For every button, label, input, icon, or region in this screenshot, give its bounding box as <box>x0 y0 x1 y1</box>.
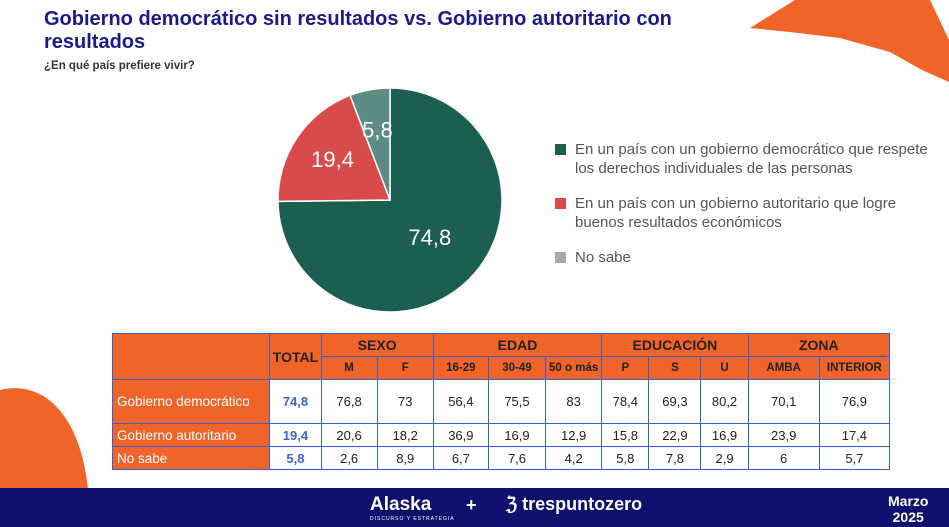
top-right-orange-shape <box>750 0 949 82</box>
cell-total: 74,8 <box>269 379 322 424</box>
footer-bar <box>0 488 949 527</box>
cell-value: 7,8 <box>648 446 702 470</box>
pie-label-autoritario: 19,4 <box>311 147 354 172</box>
cell-value: 6 <box>747 446 820 470</box>
cell-value: 17,4 <box>818 423 891 447</box>
cell-value: 76,9 <box>818 379 891 424</box>
pie-label-no-sabe: 5,8 <box>362 118 393 143</box>
sub-header-m: M <box>320 356 378 380</box>
cell-value: 83 <box>545 379 603 424</box>
cell-value: 73 <box>376 379 434 424</box>
pie-label-democratico: 74,8 <box>408 225 451 250</box>
row-label-democratico: Gobierno democrático <box>111 379 271 424</box>
cell-value: 69,3 <box>648 379 702 424</box>
sub-header-16-29: 16-29 <box>432 356 489 380</box>
legend-swatch-autoritario <box>555 198 566 209</box>
cell-value: 16,9 <box>487 423 547 447</box>
sub-header-f: F <box>376 356 434 380</box>
legend-label-democratico: En un país con un gobierno democrático q… <box>575 141 928 177</box>
trespuntozero-text: trespuntozero <box>522 494 643 514</box>
cell-value: 18,2 <box>376 423 434 447</box>
trespuntozero-logo: ℨ trespuntozero <box>506 494 642 515</box>
page-title: Gobierno democrático sin resultados vs. … <box>44 8 672 53</box>
total-header: TOTAL <box>269 333 322 380</box>
cell-value: 16,9 <box>700 423 749 447</box>
pie-slice-no-sabe <box>349 87 391 201</box>
group-header-edad: EDAD <box>432 333 603 357</box>
pie-slice-autoritario <box>277 94 392 203</box>
sub-header-amba: AMBA <box>747 356 820 380</box>
cell-value: 5,7 <box>818 446 891 470</box>
sub-header-u: U <box>700 356 749 380</box>
sub-header-interior: INTERIOR <box>818 356 891 380</box>
legend-item-autoritario: En un país con un gobierno autoritario q… <box>555 194 940 232</box>
question-subtitle: ¿En qué país prefiere vivir? <box>44 60 195 72</box>
cell-value: 7,6 <box>487 446 547 470</box>
group-header-sexo: SEXO <box>320 333 434 357</box>
date-year: 2025 <box>892 509 924 525</box>
cell-value: 8,9 <box>376 446 434 470</box>
legend-label-autoritario: En un país con un gobierno autoritario q… <box>575 195 897 231</box>
cell-value: 12,9 <box>545 423 603 447</box>
cell-value: 23,9 <box>747 423 820 447</box>
sub-header-s: S <box>648 356 702 380</box>
cell-value: 2,9 <box>700 446 749 470</box>
cell-value: 2,6 <box>320 446 378 470</box>
chart-legend: En un país con un gobierno democrático q… <box>555 140 940 283</box>
table-row: Gobierno autoritario 19,4 20,6 18,2 36,9… <box>111 423 891 447</box>
cell-total: 5,8 <box>269 446 322 470</box>
cell-value: 76,8 <box>320 379 378 424</box>
cell-value: 75,5 <box>487 379 547 424</box>
row-label-autoritario: Gobierno autoritario <box>111 423 271 447</box>
cell-value: 15,8 <box>601 423 650 447</box>
legend-item-no-sabe: No sabe <box>555 248 940 267</box>
cell-value: 20,6 <box>320 423 378 447</box>
alaska-tagline: DISCURSO Y ESTRATEGIA <box>370 516 455 522</box>
group-header-zona: ZONA <box>747 333 891 357</box>
cell-value: 80,2 <box>700 379 749 424</box>
table-row: Gobierno democrático 74,8 76,8 73 56,4 7… <box>111 379 891 424</box>
trespuntozero-mark-icon: ℨ <box>506 494 523 514</box>
plus-sign: + <box>466 495 477 515</box>
cell-value: 36,9 <box>432 423 489 447</box>
cell-value: 78,4 <box>601 379 650 424</box>
cell-value: 70,1 <box>747 379 820 424</box>
cell-value: 56,4 <box>432 379 489 424</box>
legend-item-democratico: En un país con un gobierno democrático q… <box>555 140 940 178</box>
sub-header-50-o-mas: 50 o más <box>545 356 603 380</box>
crosstab-table: TOTAL SEXO EDAD EDUCACIÓN ZONA M F 16-29… <box>111 333 891 470</box>
pie-chart: 74,8 19,4 5,8 <box>277 87 503 313</box>
group-header-educacion: EDUCACIÓN <box>601 333 749 357</box>
sub-header-30-49: 30-49 <box>487 356 547 380</box>
row-label-no-sabe: No sabe <box>111 446 271 470</box>
date-month: Marzo <box>888 493 929 509</box>
cell-total: 19,4 <box>269 423 322 447</box>
legend-swatch-no-sabe <box>555 252 566 263</box>
cell-value: 5,8 <box>601 446 650 470</box>
table-row: No sabe 5,8 2,6 8,9 6,7 7,6 4,2 5,8 7,8 … <box>111 446 891 470</box>
legend-swatch-democratico <box>555 144 566 155</box>
table-corner-cell <box>111 333 271 380</box>
sub-header-p: P <box>601 356 650 380</box>
date-label: Marzo 2025 <box>888 493 928 525</box>
cell-value: 6,7 <box>432 446 489 470</box>
cell-value: 22,9 <box>648 423 702 447</box>
cell-value: 4,2 <box>545 446 603 470</box>
legend-label-no-sabe: No sabe <box>575 249 631 266</box>
bottom-left-orange-shape <box>0 388 88 490</box>
alaska-logo: Alaska <box>370 494 432 515</box>
